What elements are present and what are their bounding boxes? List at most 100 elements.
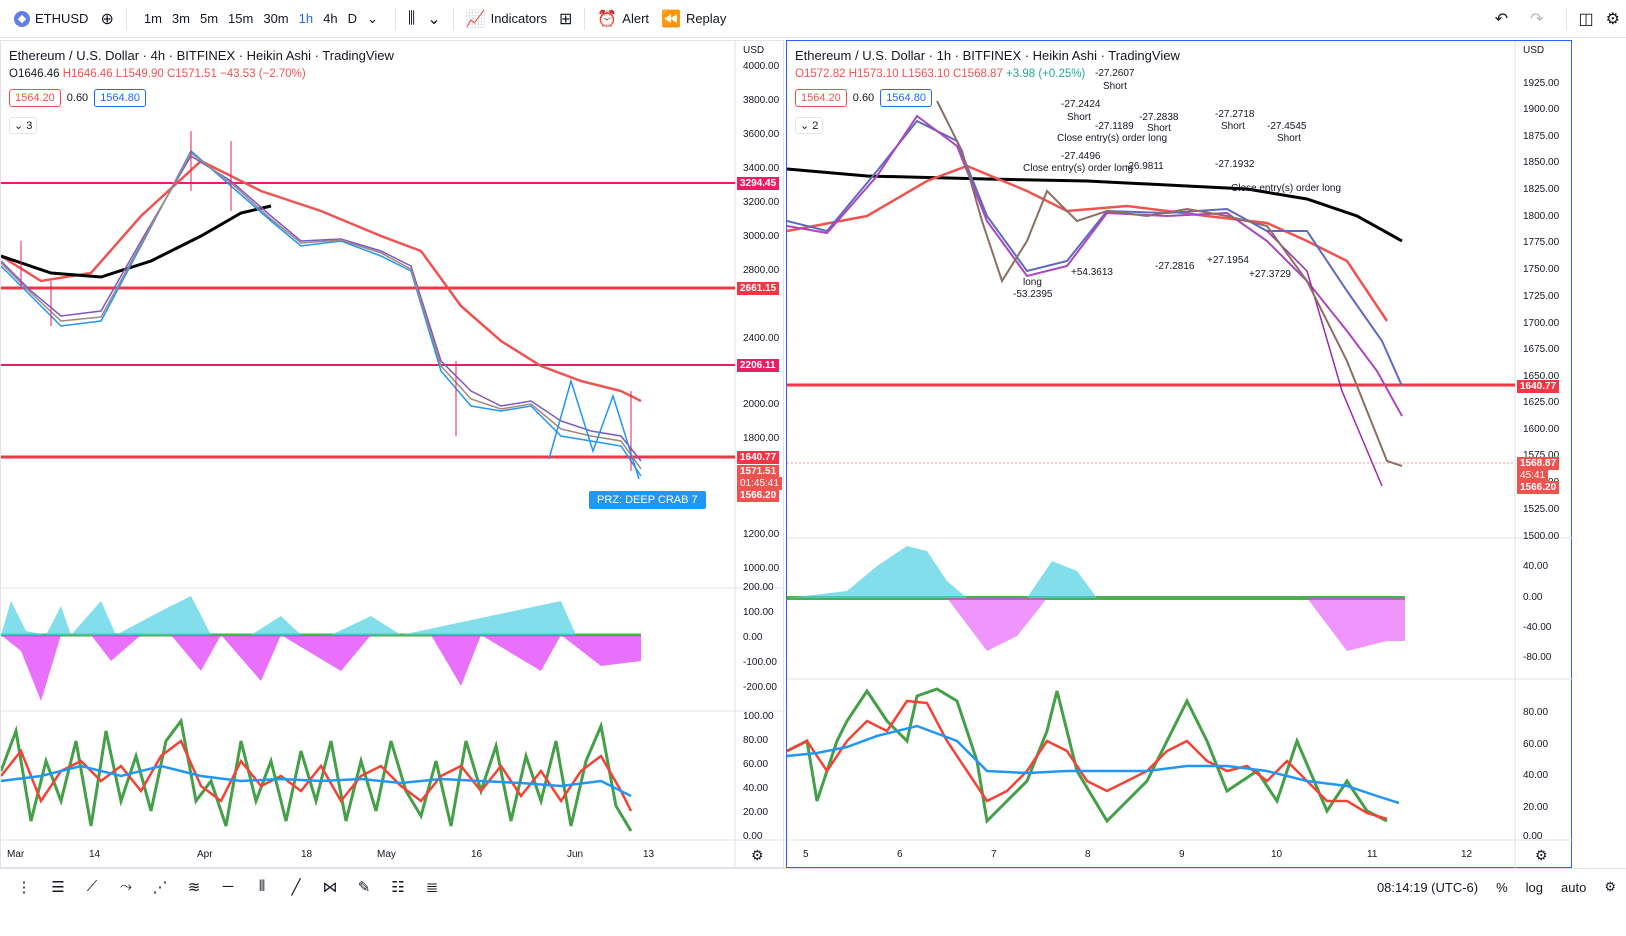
- ohlc-open: O1572.82: [795, 68, 846, 80]
- annotation: +54.3613: [1071, 267, 1113, 278]
- last-price-tag: 1571.51: [737, 465, 780, 478]
- timeframe-4h[interactable]: 4h: [323, 11, 338, 26]
- pattern-icon[interactable]: ⋈: [322, 878, 338, 896]
- settings-list-icon[interactable]: ≣: [425, 878, 439, 896]
- indicators-button[interactable]: 📈 Indicators: [460, 0, 553, 38]
- price-tick: 2800.00: [743, 265, 780, 276]
- left-chart-pane[interactable]: Ethereum / U.S. Dollar · 4h · BITFINEX ·…: [0, 40, 785, 869]
- layout-icon[interactable]: ◫: [1578, 11, 1594, 28]
- alert-button[interactable]: ⏰ Alert: [591, 0, 655, 38]
- ohlc-high: H1573.10: [848, 68, 899, 80]
- timeframe-1m[interactable]: 1m: [143, 11, 162, 26]
- annotation: Short: [1067, 112, 1091, 123]
- right-chart-pane[interactable]: Ethereum / U.S. Dollar · 1h · BITFINEX ·…: [786, 40, 1573, 869]
- currency-label[interactable]: USD: [1523, 45, 1545, 56]
- annotation: +27.1954: [1207, 255, 1249, 266]
- left-chart-title: Ethereum / U.S. Dollar · 4h · BITFINEX ·…: [9, 48, 394, 63]
- annotation: -27.1932: [1215, 159, 1255, 170]
- timeframe-5m[interactable]: 5m: [199, 11, 219, 26]
- settings-gear-icon[interactable]: ⚙: [751, 847, 764, 863]
- vertical-bars-icon[interactable]: ⫴: [258, 878, 266, 895]
- alert-label: Alert: [622, 11, 650, 26]
- timeframe-1h[interactable]: 1h: [298, 11, 314, 26]
- price-tick: 2400.00: [743, 333, 780, 344]
- annotation: Short: [1147, 123, 1171, 134]
- rsi-tick: 20.00: [1523, 802, 1549, 813]
- ohlc-close: C1571.51: [166, 68, 217, 80]
- undo-icon[interactable]: ↶: [1494, 11, 1509, 28]
- right-chart-canvas[interactable]: [787, 41, 1573, 869]
- settings-gear-icon[interactable]: ⚙: [1604, 879, 1616, 894]
- left-chart-canvas[interactable]: [1, 41, 785, 869]
- timeframe-3m[interactable]: 3m: [171, 11, 190, 26]
- bottom-toolbar: ⋮ ☰ ⟋ ⤳ ⋰ ≋ ─ ⫴ ╱ ⋈ ✎ ☷ ≣ 08:14:19 (UTC-…: [0, 868, 1626, 904]
- price-tick: 1600.00: [1523, 424, 1560, 435]
- candles-style-icon[interactable]: ⫼: [407, 9, 416, 27]
- rsi-tick: 0.00: [743, 831, 763, 842]
- price-tick: 3000.00: [743, 231, 780, 242]
- log-toggle[interactable]: log: [1525, 879, 1544, 895]
- brush-icon[interactable]: ✎: [357, 878, 371, 896]
- horizontal-line-icon[interactable]: ─: [222, 878, 234, 895]
- price-tick: 3400.00: [743, 163, 780, 174]
- ray-icon[interactable]: ╱: [291, 878, 301, 896]
- object-tree-icon[interactable]: ☰: [51, 878, 65, 896]
- price-tick: 1850.00: [1523, 157, 1560, 168]
- price-tick: 3200.00: [743, 197, 780, 208]
- compare-add-icon[interactable]: ⊕: [100, 10, 114, 28]
- replay-label: Replay: [685, 11, 727, 26]
- timeframe-d[interactable]: D: [347, 11, 357, 26]
- price-tick: 1000.00: [743, 563, 780, 574]
- templates-icon[interactable]: ⊞: [558, 10, 573, 28]
- time-tick: 7: [991, 849, 997, 860]
- clock-label[interactable]: 08:14:19 (UTC-6): [1376, 879, 1479, 895]
- channel-icon[interactable]: ≋: [187, 878, 201, 896]
- symbol-search[interactable]: ◆ ETHUSD: [8, 0, 94, 38]
- auto-toggle[interactable]: auto: [1561, 879, 1587, 895]
- chevron-down-icon[interactable]: ⌄: [366, 10, 378, 26]
- price-tick: 1675.00: [1523, 344, 1560, 355]
- annotation: -27.2718: [1215, 109, 1255, 120]
- redo-icon[interactable]: ↷: [1530, 11, 1544, 28]
- time-tick: Apr: [197, 849, 213, 860]
- fib-icon[interactable]: ⤳: [119, 878, 132, 895]
- ohlc-low: L1563.10: [901, 68, 950, 80]
- price-tick: 1900.00: [1523, 104, 1560, 115]
- sliders-icon[interactable]: ☷: [391, 878, 405, 896]
- annotation: -27.4496: [1061, 151, 1101, 162]
- annotation: Close entry(s) order long: [1023, 163, 1134, 174]
- annotation: +27.3729: [1249, 269, 1291, 280]
- price-tick: 1650.00: [1523, 371, 1560, 382]
- indicators-collapse-toggle[interactable]: ⌄ 2: [795, 117, 824, 134]
- percent-toggle[interactable]: %: [1496, 879, 1508, 895]
- buy-price-button[interactable]: 1564.80: [94, 89, 146, 107]
- spread-value: 0.60: [852, 92, 875, 104]
- right-order-panel: 1564.20 0.60 1564.80: [795, 89, 932, 107]
- annotation: -53.2395: [1013, 289, 1053, 300]
- time-tick: 5: [803, 849, 809, 860]
- settings-gear-icon[interactable]: ⚙: [1605, 11, 1620, 28]
- annotation: -27.2816: [1155, 261, 1195, 272]
- chart-style-dropdown-icon[interactable]: ⌄: [427, 10, 441, 28]
- settings-gear-icon[interactable]: ⚙: [1535, 847, 1548, 863]
- replay-button[interactable]: ⏪ Replay: [655, 0, 732, 38]
- drag-handle-icon[interactable]: ⋮: [16, 878, 32, 896]
- pitchfork-icon[interactable]: ⋰: [152, 878, 168, 896]
- time-tick: 10: [1271, 849, 1283, 860]
- currency-label[interactable]: USD: [743, 45, 765, 56]
- price-tick: 2000.00: [743, 399, 780, 410]
- indicators-collapse-toggle[interactable]: ⌄ 3: [9, 117, 38, 134]
- price-tick: 1750.00: [1523, 264, 1560, 275]
- rsi-tick: 60.00: [743, 759, 769, 770]
- divider: [125, 7, 127, 30]
- rsi-tick: 80.00: [743, 735, 769, 746]
- buy-price-button[interactable]: 1564.80: [880, 89, 932, 107]
- sell-price-button[interactable]: 1564.20: [9, 89, 61, 107]
- price-tick: 1825.00: [1523, 184, 1560, 195]
- annotation: Close entry(s) order long: [1057, 133, 1168, 144]
- sell-price-button[interactable]: 1564.20: [795, 89, 847, 107]
- timeframe-30m[interactable]: 30m: [263, 11, 289, 26]
- trend-line-icon[interactable]: ⟋: [86, 878, 98, 895]
- timeframe-15m[interactable]: 15m: [228, 11, 254, 26]
- toolbar-right: ↶ ↷ ◫ ⚙: [1489, 0, 1626, 38]
